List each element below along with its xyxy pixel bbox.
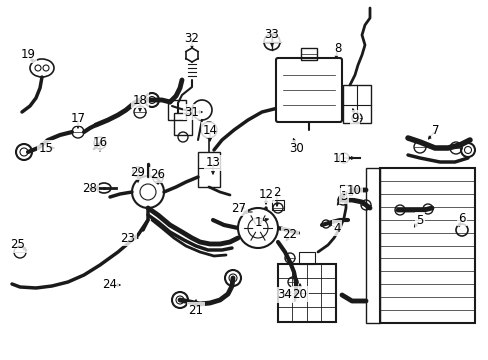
Bar	[342, 85, 370, 123]
Text: 24: 24	[102, 279, 117, 292]
Text: 19: 19	[20, 49, 36, 62]
Bar	[301, 48, 316, 60]
Text: 25: 25	[11, 238, 25, 252]
Text: 9: 9	[350, 112, 358, 125]
Text: 26: 26	[150, 168, 165, 181]
Text: 30: 30	[289, 141, 304, 154]
Text: 1: 1	[254, 216, 261, 229]
Text: 13: 13	[205, 157, 220, 170]
Bar	[379, 168, 474, 323]
Text: 33: 33	[264, 28, 279, 41]
Text: 18: 18	[132, 94, 147, 107]
Bar	[298, 252, 314, 264]
Text: 14: 14	[202, 123, 217, 136]
Text: 5: 5	[415, 213, 423, 226]
Text: 27: 27	[231, 202, 246, 215]
Text: 31: 31	[184, 105, 199, 118]
Text: 34: 34	[277, 288, 292, 302]
Text: 29: 29	[130, 166, 145, 179]
Text: 20: 20	[292, 288, 307, 301]
Text: 10: 10	[346, 184, 361, 197]
Bar	[174, 113, 192, 135]
Text: 21: 21	[188, 303, 203, 316]
Text: 3: 3	[340, 189, 347, 202]
Bar	[198, 152, 220, 187]
Text: 16: 16	[92, 136, 107, 149]
Text: 8: 8	[334, 41, 341, 54]
Bar	[168, 100, 185, 120]
FancyBboxPatch shape	[275, 58, 341, 122]
Text: 4: 4	[332, 221, 340, 234]
Bar	[339, 185, 351, 195]
Circle shape	[238, 208, 278, 248]
Text: 12: 12	[258, 189, 273, 202]
Text: 32: 32	[184, 31, 199, 45]
Bar	[271, 200, 284, 210]
Text: 7: 7	[431, 123, 439, 136]
Text: 2: 2	[273, 185, 280, 198]
Bar	[365, 168, 379, 323]
Text: 15: 15	[39, 141, 53, 154]
Bar	[278, 264, 335, 322]
Text: 17: 17	[70, 112, 85, 125]
Text: 11: 11	[332, 152, 347, 165]
Text: 22: 22	[282, 229, 297, 242]
Text: 23: 23	[121, 231, 135, 244]
Text: 6: 6	[457, 211, 465, 225]
Text: 28: 28	[82, 181, 97, 194]
